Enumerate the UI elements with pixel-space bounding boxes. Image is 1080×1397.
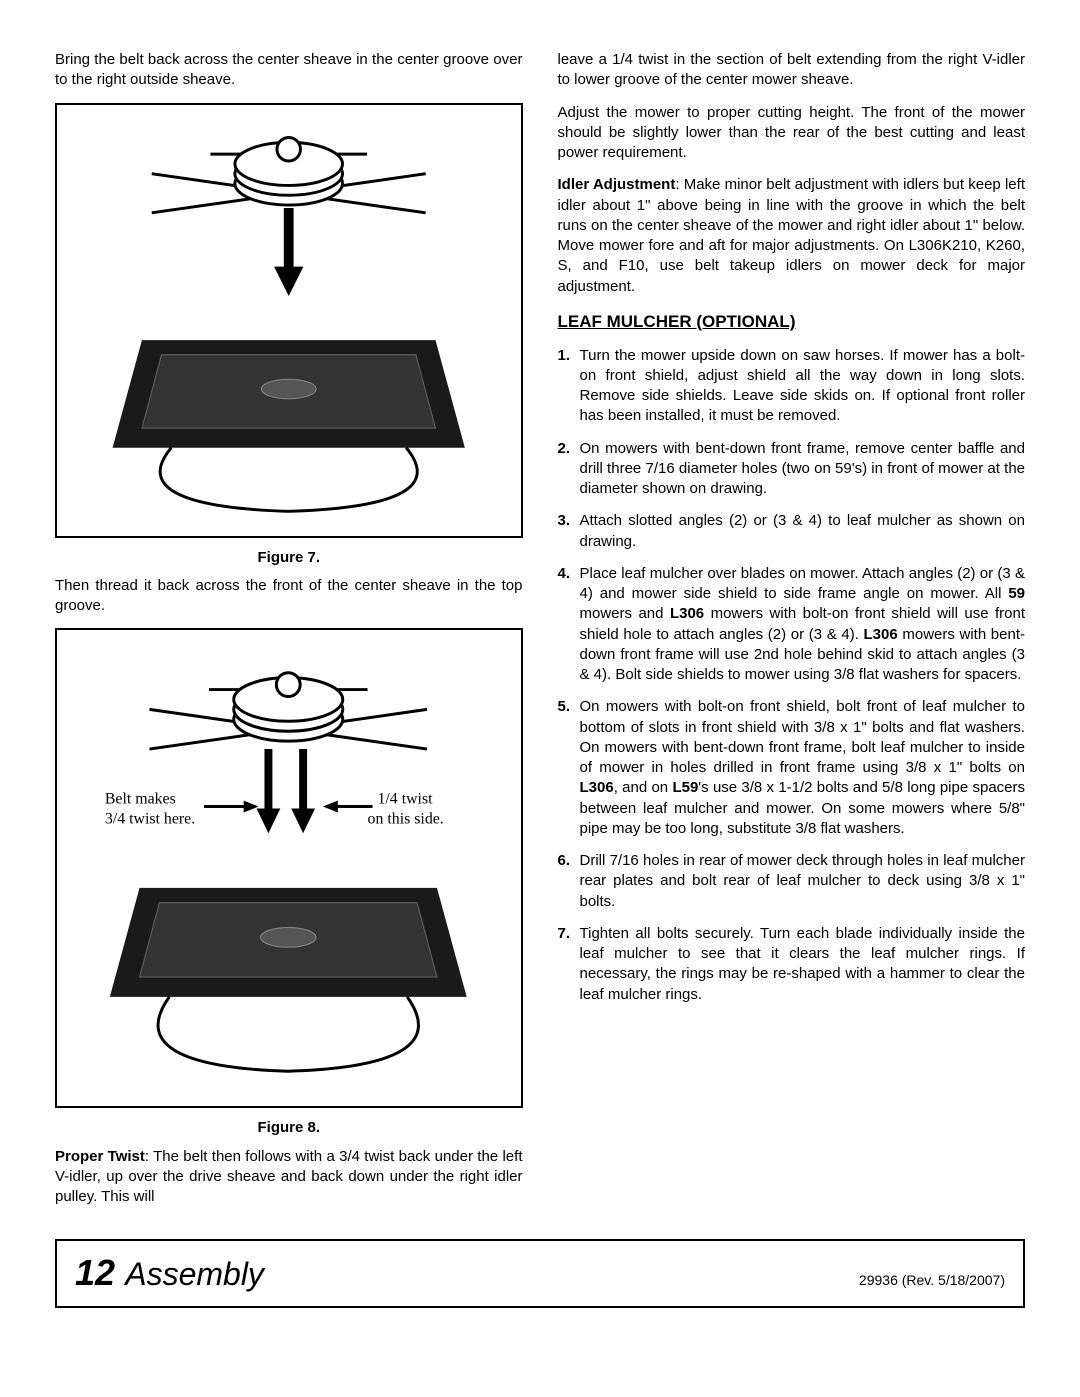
fig8-label-right-bot: on this side. [368,811,444,828]
leaf-mulcher-steps: 1.Turn the mower upside down on saw hors… [558,346,1026,1005]
step-4-c: mowers and [580,605,670,622]
right-para-3: Idler Adjustment: Make minor belt adjust… [558,175,1026,297]
step-5: 5.On mowers with bolt-on front shield, b… [580,697,1026,839]
footer-section: Assembly [125,1256,264,1292]
step-7: 7.Tighten all bolts securely. Turn each … [580,924,1026,1005]
right-para-1: leave a 1/4 twist in the section of belt… [558,50,1026,91]
step-2-text: On mowers with bent-down front frame, re… [580,440,1026,498]
fig8-label-left-bot: 3/4 twist here. [105,811,195,828]
idler-adjustment-text: : Make minor belt adjustment with idlers… [558,176,1026,294]
step-4-b: 59 [1008,585,1025,602]
idler-adjustment-label: Idler Adjustment [558,176,676,193]
left-para-1: Bring the belt back across the center sh… [55,50,523,91]
footer-docid: 29936 (Rev. 5/18/2007) [859,1271,1005,1290]
fig8-label-right-top: 1/4 twist [378,791,434,808]
left-para-2: Then thread it back across the front of … [55,576,523,617]
figure-7-box [55,103,523,538]
figure-7-illustration [93,115,484,526]
step-1: 1.Turn the mower upside down on saw hors… [580,346,1026,427]
figure-8-box: Belt makes 3/4 twist here. 1/4 twist on … [55,628,523,1108]
step-1-text: Turn the mower upside down on saw horses… [580,347,1026,425]
figure-8-illustration: Belt makes 3/4 twist here. 1/4 twist on … [90,640,487,1096]
step-2: 2.On mowers with bent-down front frame, … [580,439,1026,500]
figure-7-caption: Figure 7. [55,548,523,568]
proper-twist-label: Proper Twist [55,1148,145,1165]
step-7-text: Tighten all bolts securely. Turn each bl… [580,925,1026,1003]
step-6-text: Drill 7/16 holes in rear of mower deck t… [580,852,1026,910]
step-3-text: Attach slotted angles (2) or (3 & 4) to … [580,512,1026,549]
two-column-layout: Bring the belt back across the center sh… [55,50,1025,1219]
right-column: leave a 1/4 twist in the section of belt… [558,50,1026,1219]
figure-8-caption: Figure 8. [55,1118,523,1138]
step-4: 4.Place leaf mulcher over blades on mowe… [580,564,1026,686]
step-3: 3.Attach slotted angles (2) or (3 & 4) t… [580,511,1026,552]
page-footer: 12 Assembly 29936 (Rev. 5/18/2007) [55,1239,1025,1308]
right-para-2: Adjust the mower to proper cutting heigh… [558,103,1026,164]
left-para-3: Proper Twist: The belt then follows with… [55,1147,523,1208]
step-5-a: On mowers with bolt-on front shield, bol… [580,698,1026,776]
step-5-b: L306 [580,779,614,796]
left-column: Bring the belt back across the center sh… [55,50,523,1219]
leaf-mulcher-heading: LEAF MULCHER (OPTIONAL) [558,311,1026,334]
fig8-label-left-top: Belt makes [105,791,176,808]
step-6: 6.Drill 7/16 holes in rear of mower deck… [580,851,1026,912]
step-5-c: , and on [614,779,673,796]
page-number: 12 [75,1252,115,1293]
step-5-d: L59 [672,779,698,796]
step-4-a: Place leaf mulcher over blades on mower.… [580,565,1026,602]
footer-left: 12 Assembly [75,1249,264,1298]
step-4-d: L306 [670,605,704,622]
step-4-f: L306 [864,626,898,643]
